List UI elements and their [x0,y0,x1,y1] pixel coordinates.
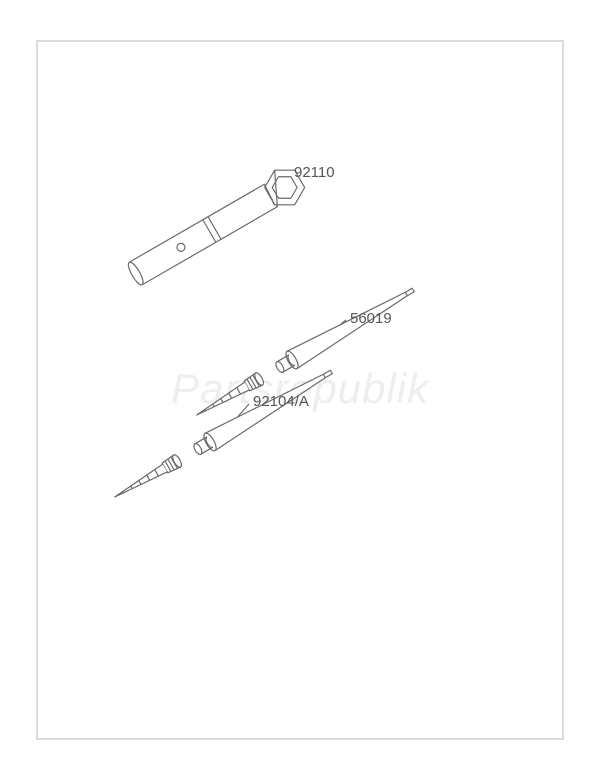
diagram-canvas: Partsrepublik 92110 56019 92104/A [0,0,600,778]
part-label-92104a: 92104/A [253,394,309,409]
parts-drawing [0,0,600,778]
part-label-56019: 56019 [350,311,392,326]
part-label-92110: 92110 [294,165,335,180]
